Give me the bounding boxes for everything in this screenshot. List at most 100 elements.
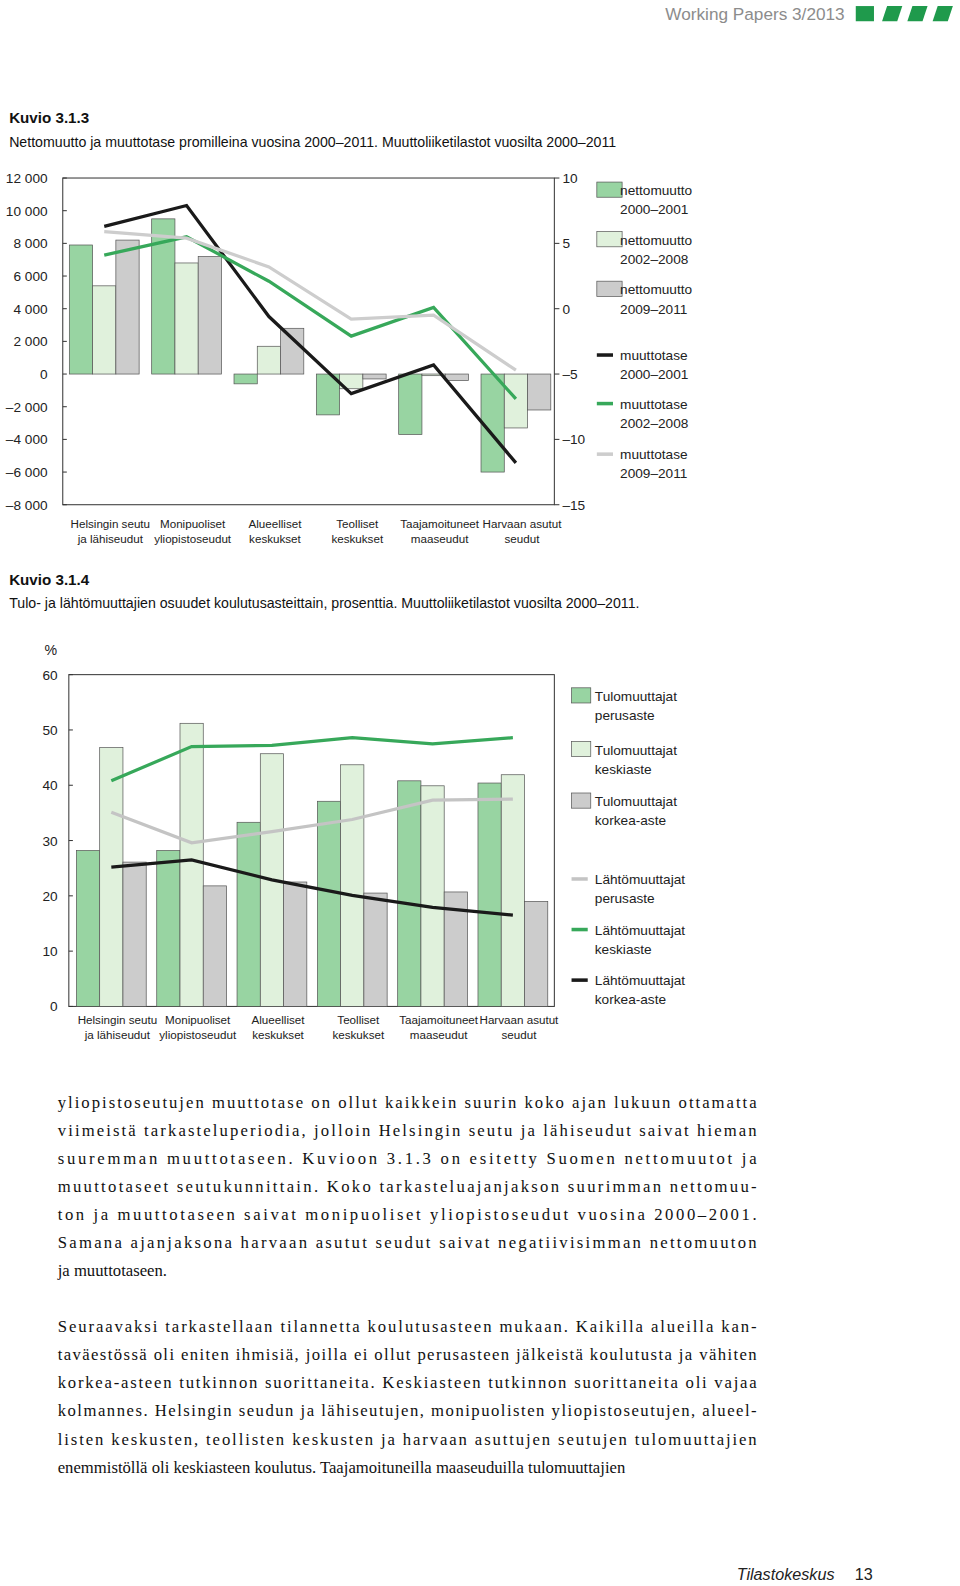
- body-line: yliopistoseutujen muuttotase on ollut ka…: [58, 1093, 758, 1112]
- bar: [398, 781, 421, 1007]
- y-tick-label: 20: [43, 889, 59, 904]
- bar: [504, 374, 527, 428]
- bar: [69, 245, 92, 374]
- legend-label-line: keskiaste: [595, 762, 652, 777]
- line: [104, 205, 516, 462]
- bar: [93, 286, 116, 374]
- y-tick: [63, 472, 67, 473]
- legend-label-line: 2000–2001: [620, 367, 688, 382]
- legend-label-line: korkea-aste: [595, 992, 666, 1007]
- category-label-line: seudut: [501, 1028, 537, 1041]
- y-tick: [63, 178, 67, 179]
- y2-tick-label: –5: [562, 367, 578, 382]
- legend-swatch-line: [572, 978, 588, 982]
- legend-swatch-line: [572, 928, 588, 932]
- y-tick: [69, 785, 73, 786]
- y-tick-label: 0: [50, 999, 58, 1014]
- legend-swatch: [572, 741, 591, 756]
- plot-marks: [69, 205, 550, 472]
- legend-swatch-line: [597, 353, 613, 357]
- body-line: listen keskusten, teollisten keskusten j…: [58, 1430, 758, 1449]
- legend-label: nettomuutto2002–2008: [620, 233, 692, 267]
- bar: [198, 256, 221, 374]
- footer-page: 13: [855, 1565, 873, 1583]
- y2-tick: [554, 439, 559, 440]
- bar: [421, 786, 444, 1007]
- y2-tick-label: 10: [562, 171, 578, 186]
- y-tick-label: –6 000: [6, 465, 48, 480]
- legend-label-line: perusaste: [595, 708, 655, 723]
- y2-tick: [554, 243, 559, 244]
- footer-publisher: Tilastokeskus: [737, 1565, 835, 1583]
- legend-swatch-line: [597, 402, 613, 406]
- y-tick-label: 60: [43, 668, 59, 683]
- category-label-line: Harvaan asutut: [483, 517, 563, 530]
- category-label-line: ja lähiseudut: [84, 1028, 151, 1041]
- legend-swatch: [597, 182, 622, 197]
- line: [111, 799, 513, 843]
- category-label: Monipuoliset yliopistoseudut: [154, 517, 232, 545]
- category-label-line: Alueelliset: [252, 1013, 306, 1026]
- category-label-line: Taajamoituneet: [400, 517, 480, 530]
- y-tick-label: 4 000: [13, 302, 48, 317]
- y-tick-label: –2 000: [6, 400, 48, 415]
- legend-label: muuttotase2002–2008: [620, 397, 688, 431]
- bar: [341, 765, 364, 1007]
- category-label-line: Alueelliset: [248, 517, 302, 530]
- y-tick-label: 10: [43, 944, 59, 959]
- category-label: Teollisetkeskukset: [332, 1013, 384, 1041]
- page: Working Papers 3/2013Kuvio 3.1.3Nettomuu…: [0, 0, 960, 1586]
- legend-label: muuttotase2009–2011: [620, 447, 687, 481]
- chart-title: Kuvio 3.1.3: [9, 109, 89, 126]
- y-tick-label: 6 000: [13, 269, 48, 284]
- category-label: Harvaan asututseudut: [480, 1013, 560, 1041]
- y-tick-label: 50: [43, 723, 59, 738]
- y-tick: [63, 341, 67, 342]
- header-parallelogram: [933, 6, 953, 21]
- legend-label-line: Lähtömuuttajat: [595, 973, 685, 988]
- y-tick: [69, 895, 73, 896]
- y-tick: [69, 1006, 73, 1007]
- bar: [281, 328, 304, 374]
- body-line: kolmannes. Helsingin seudun ja lähiseutu…: [58, 1401, 757, 1420]
- bar: [180, 723, 203, 1006]
- category-label-line: Helsingin seutu: [78, 1013, 158, 1026]
- legend-label: Tulomuuttajatperusaste: [595, 689, 677, 723]
- legend-label-line: keskiaste: [595, 942, 652, 957]
- y-tick-label: 2 000: [13, 334, 48, 349]
- legend-label: nettomuutto2000–2001: [620, 183, 692, 217]
- plot-frame: [63, 178, 555, 505]
- category-label-line: yliopistoseudut: [154, 532, 232, 545]
- y2-tick: [554, 374, 559, 375]
- body-line: suuremman muuttotaseen. Kuvioon 3.1.3 on…: [58, 1149, 758, 1168]
- bar: [203, 886, 226, 1007]
- bar: [100, 748, 123, 1007]
- bar: [116, 240, 139, 374]
- y-tick-label: 30: [43, 834, 59, 849]
- category-label-line: ja lähiseudut: [77, 532, 144, 545]
- plot-frame: [69, 675, 555, 1007]
- legend-label-line: muuttotase: [620, 397, 687, 412]
- body-text: yliopistoseutujen muuttotase on ollut ka…: [57, 1093, 758, 1477]
- category-label-line: Monipuoliset: [160, 517, 226, 530]
- header-parallelogram: [882, 6, 902, 21]
- line: [104, 237, 516, 399]
- y-tick: [69, 840, 73, 841]
- category-label-line: Monipuoliset: [165, 1013, 231, 1026]
- y2-tick: [554, 308, 559, 309]
- legend-swatch: [597, 281, 622, 296]
- category-label: Helsingin seutu ja lähiseudut: [78, 1013, 158, 1041]
- bar: [317, 801, 340, 1006]
- category-label: Teollisetkeskukset: [331, 517, 383, 545]
- y-axis-label: %: [45, 642, 58, 658]
- header-text: Working Papers 3/2013: [665, 4, 844, 24]
- category-label: Taajamoituneetmaaseudut: [399, 1013, 479, 1041]
- category-label-line: keskukset: [252, 1028, 304, 1041]
- legend-label-line: Tulomuuttajat: [595, 743, 677, 758]
- legend-label-line: muuttotase: [620, 348, 687, 363]
- category-label: Harvaan asututseudut: [483, 517, 563, 545]
- category-label-line: Helsingin seutu: [71, 517, 151, 530]
- body-line: enemmistöllä oli keskiasteen koulutus. T…: [58, 1458, 626, 1477]
- category-label-line: keskukset: [331, 532, 383, 545]
- y2-tick: [554, 504, 559, 505]
